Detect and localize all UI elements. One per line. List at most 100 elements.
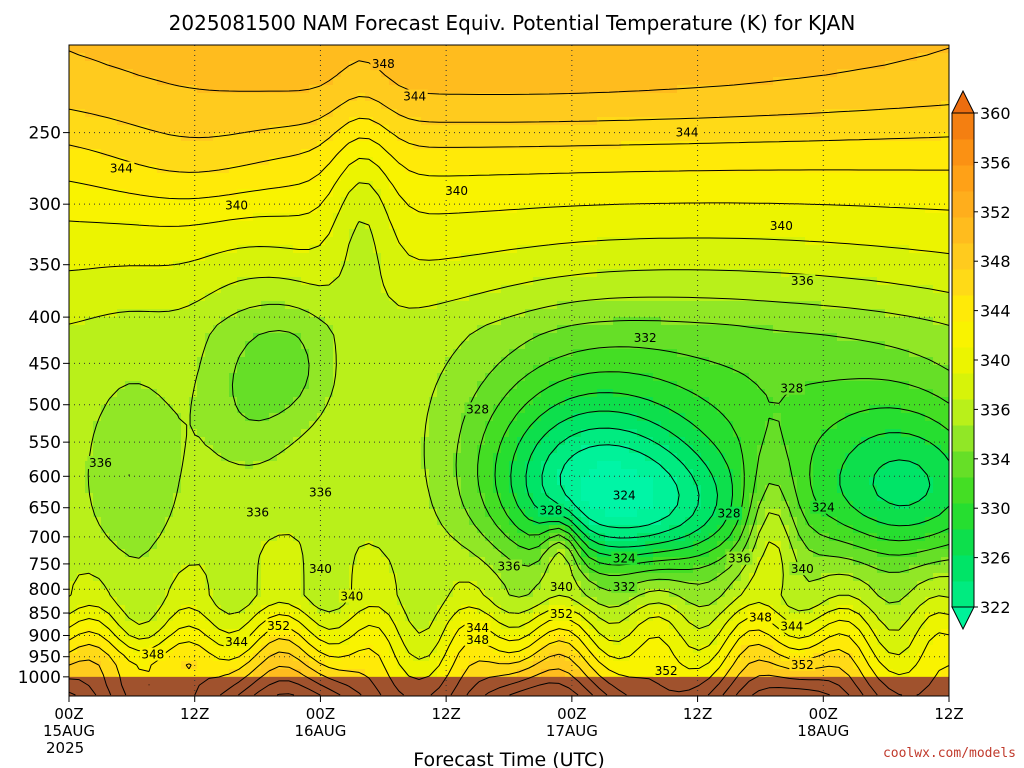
field-cell xyxy=(205,213,214,222)
field-cell xyxy=(213,397,222,406)
field-cell xyxy=(293,325,302,334)
field-cell xyxy=(173,157,182,166)
field-cell xyxy=(861,85,870,94)
field-cell xyxy=(909,117,918,126)
field-cell xyxy=(173,93,182,102)
field-cell xyxy=(285,397,294,406)
field-cell xyxy=(885,173,894,182)
field-cell xyxy=(709,373,718,382)
field-cell xyxy=(245,293,254,302)
field-cell xyxy=(517,325,526,334)
field-cell xyxy=(509,221,518,230)
field-cell xyxy=(789,317,798,326)
field-cell xyxy=(509,101,518,110)
field-cell xyxy=(533,285,542,294)
field-cell xyxy=(645,317,654,326)
field-cell xyxy=(821,189,830,198)
field-cell xyxy=(205,333,214,342)
field-cell xyxy=(189,269,198,278)
field-cell xyxy=(517,229,526,238)
field-cell xyxy=(597,389,606,398)
field-cell xyxy=(165,269,174,278)
field-cell xyxy=(669,77,678,86)
field-cell xyxy=(677,157,686,166)
field-cell xyxy=(637,341,646,350)
field-cell xyxy=(605,253,614,262)
field-cell xyxy=(325,285,334,294)
field-cell xyxy=(621,261,630,270)
field-cell xyxy=(477,221,486,230)
field-cell xyxy=(837,189,846,198)
field-cell xyxy=(189,341,198,350)
field-cell xyxy=(605,213,614,222)
field-cell xyxy=(925,397,934,406)
field-cell xyxy=(901,373,910,382)
field-cell xyxy=(557,141,566,150)
field-cell xyxy=(165,397,174,406)
field-cell xyxy=(749,317,758,326)
field-cell xyxy=(453,285,462,294)
field-cell xyxy=(541,365,550,374)
field-cell xyxy=(125,237,134,246)
field-cell xyxy=(757,333,766,342)
field-cell xyxy=(717,213,726,222)
field-cell xyxy=(181,357,190,366)
field-cell xyxy=(149,149,158,158)
field-cell xyxy=(885,189,894,198)
field-cell xyxy=(733,349,742,358)
field-cell xyxy=(213,205,222,214)
field-cell xyxy=(229,189,238,198)
field-cell xyxy=(645,205,654,214)
field-cell xyxy=(893,173,902,182)
field-cell xyxy=(277,253,286,262)
field-cell xyxy=(741,245,750,254)
field-cell xyxy=(421,61,430,70)
field-cell xyxy=(189,325,198,334)
field-cell xyxy=(405,125,414,134)
field-cell xyxy=(589,333,598,342)
field-cell xyxy=(365,293,374,302)
field-cell xyxy=(653,381,662,390)
field-cell xyxy=(325,181,334,190)
field-cell xyxy=(933,85,942,94)
field-cell xyxy=(157,181,166,190)
field-cell xyxy=(525,61,534,70)
field-cell xyxy=(421,173,430,182)
field-cell xyxy=(557,109,566,118)
field-cell xyxy=(893,125,902,134)
field-cell xyxy=(277,405,286,414)
field-cell xyxy=(749,189,758,198)
field-cell xyxy=(501,229,510,238)
field-cell xyxy=(845,365,854,374)
field-cell xyxy=(405,173,414,182)
field-cell xyxy=(533,77,542,86)
field-cell xyxy=(245,405,254,414)
field-cell xyxy=(509,53,518,62)
field-cell xyxy=(701,181,710,190)
field-cell xyxy=(101,381,110,390)
field-cell xyxy=(325,85,334,94)
field-cell xyxy=(797,325,806,334)
field-cell xyxy=(853,293,862,302)
field-cell xyxy=(485,189,494,198)
field-cell xyxy=(109,229,118,238)
field-cell xyxy=(477,365,486,374)
field-cell xyxy=(629,61,638,70)
field-cell xyxy=(717,221,726,230)
field-cell xyxy=(477,93,486,102)
field-cell xyxy=(829,381,838,390)
field-cell xyxy=(685,269,694,278)
field-cell xyxy=(605,261,614,270)
field-cell xyxy=(133,125,142,134)
field-cell xyxy=(69,189,78,198)
field-cell xyxy=(149,101,158,110)
field-cell xyxy=(685,181,694,190)
field-cell xyxy=(517,125,526,134)
field-cell xyxy=(293,261,302,270)
field-cell xyxy=(397,141,406,150)
field-cell xyxy=(557,373,566,382)
field-cell xyxy=(629,381,638,390)
field-cell xyxy=(317,61,326,70)
field-cell xyxy=(325,69,334,78)
field-cell xyxy=(621,301,630,310)
